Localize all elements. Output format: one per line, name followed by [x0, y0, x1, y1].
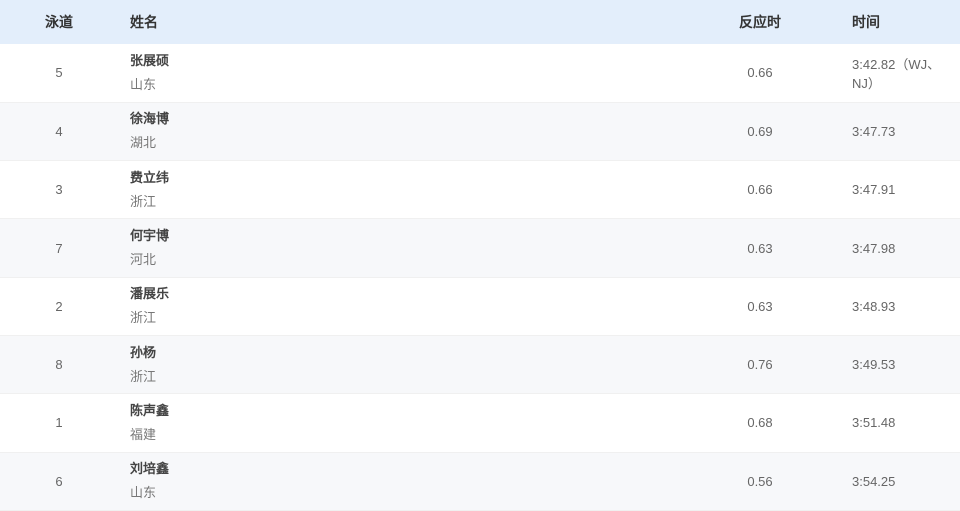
- lane-cell: 3: [55, 182, 63, 198]
- athlete-cell: 何宇博 河北: [118, 219, 708, 277]
- athlete-name: 陈声鑫: [130, 402, 170, 418]
- table-row: 6 刘培鑫山东 0.56 3:54.25: [0, 452, 960, 511]
- lane-cell: 5: [55, 65, 63, 81]
- athlete-cell: 徐海博 湖北: [118, 102, 708, 160]
- athlete-province: 河北: [130, 252, 157, 268]
- time-cell: 3:54.25: [852, 473, 896, 489]
- lane-cell: 4: [55, 123, 63, 139]
- time-cell: 3:47.73: [852, 123, 896, 139]
- lane-cell: 7: [55, 240, 63, 256]
- table-row: 1 陈声鑫福建 0.68 3:51.48: [0, 394, 960, 453]
- athlete-cell: 费立纬 浙江: [118, 161, 708, 219]
- athlete-province: 福建: [130, 426, 157, 442]
- time-cell: 3:49.53: [852, 357, 896, 373]
- header-reaction: 反应时: [739, 14, 781, 30]
- time-cell: 3:48.93: [852, 298, 896, 314]
- table-header: 泳道 姓名 反应时 时间: [0, 0, 960, 44]
- athlete-province: 浙江: [130, 368, 157, 384]
- athlete-cell: 刘培鑫 山东: [118, 452, 708, 510]
- athlete-cell: 孙杨 浙江: [118, 335, 708, 393]
- time-cell: 3:42.82（WJ、NJ）: [852, 56, 941, 91]
- athlete-cell: 张展硕 山东: [118, 44, 708, 102]
- header-lane: 泳道: [45, 14, 73, 30]
- table-row: 5 张展硕山东 0.66 3:42.82（WJ、NJ）: [0, 44, 960, 103]
- athlete-cell: 潘展乐 浙江: [118, 277, 708, 335]
- athlete-name: 张展硕: [130, 52, 170, 68]
- reaction-cell: 0.76: [747, 357, 773, 373]
- athlete-name: 徐海博: [130, 111, 170, 127]
- time-cell: 3:47.98: [852, 240, 896, 256]
- table-row: 7 何宇博河北 0.63 3:47.98: [0, 218, 960, 278]
- athlete-province: 浙江: [130, 310, 157, 326]
- time-cell: 3:47.91: [852, 182, 896, 198]
- reaction-cell: 0.69: [747, 123, 773, 139]
- athlete-province: 浙江: [130, 193, 157, 209]
- reaction-cell: 0.56: [747, 473, 773, 489]
- reaction-cell: 0.63: [747, 240, 773, 256]
- lane-cell: 6: [55, 473, 63, 489]
- athlete-name: 孙杨: [130, 344, 157, 360]
- lane-cell: 1: [55, 415, 63, 431]
- athlete-province: 山东: [130, 76, 157, 92]
- athlete-province: 山东: [130, 485, 157, 501]
- athlete-name: 费立纬: [130, 169, 170, 185]
- athlete-name: 刘培鑫: [130, 461, 170, 477]
- table-row: 3 费立纬浙江 0.66 3:47.91: [0, 161, 960, 219]
- reaction-cell: 0.68: [747, 415, 773, 431]
- lane-cell: 8: [55, 357, 63, 373]
- athlete-name: 潘展乐: [130, 286, 170, 302]
- reaction-cell: 0.63: [747, 298, 773, 314]
- reaction-cell: 0.66: [747, 182, 773, 198]
- header-time: 时间: [852, 14, 880, 30]
- table-row: 8 孙杨浙江 0.76 3:49.53: [0, 335, 960, 394]
- time-cell: 3:51.48: [852, 415, 896, 431]
- table-row: 4 徐海博湖北 0.69 3:47.73: [0, 102, 960, 161]
- reaction-cell: 0.66: [747, 65, 773, 81]
- header-name: 姓名: [130, 14, 158, 30]
- athlete-name: 何宇博: [130, 228, 170, 244]
- athlete-cell: 陈声鑫 福建: [118, 394, 708, 452]
- athlete-province: 湖北: [130, 135, 157, 151]
- table-row: 2 潘展乐浙江 0.63 3:48.93: [0, 277, 960, 336]
- lane-cell: 2: [55, 298, 63, 314]
